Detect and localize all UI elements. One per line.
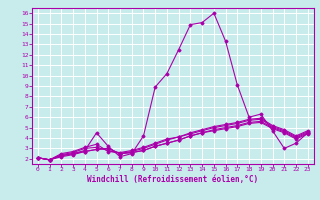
X-axis label: Windchill (Refroidissement éolien,°C): Windchill (Refroidissement éolien,°C) <box>87 175 258 184</box>
